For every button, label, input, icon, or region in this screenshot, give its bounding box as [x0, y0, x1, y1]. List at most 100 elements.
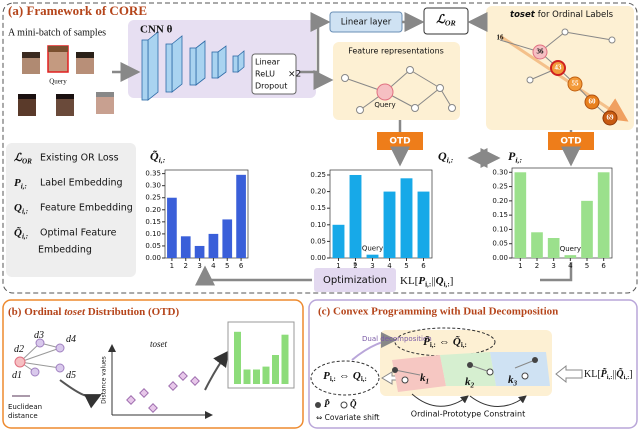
node-label: d1 [12, 370, 22, 381]
toset-node [584, 94, 600, 110]
mlp-layer: Linear [255, 58, 281, 67]
text-part: P [14, 177, 21, 189]
text-part: i,: [447, 155, 454, 164]
text-part: i,: [361, 375, 367, 383]
optimization-box [314, 268, 396, 292]
bar [383, 191, 396, 258]
x-tick-label: 5 [225, 262, 229, 270]
cnn-blocks [141, 31, 245, 101]
legend-text: Feature Embedding [40, 203, 133, 214]
text-part: 3 [513, 379, 518, 387]
text-part: P̃ [601, 367, 608, 380]
text-part: Q̃ [616, 367, 623, 380]
text-part: P [418, 275, 425, 287]
text-part: ℒ [436, 12, 446, 26]
y-tick-label: 0.00 [492, 254, 508, 262]
faces [18, 45, 114, 116]
x-tick-label: 3 [551, 262, 555, 270]
text-part: i,: [607, 374, 613, 381]
legend-p: P̃ [324, 399, 330, 409]
node-label: d3 [34, 330, 44, 341]
x-tick-label: 4 [211, 262, 216, 270]
panel-b-nodes [14, 338, 65, 377]
prototype-label: k2 [465, 376, 475, 389]
text-part: i,: [515, 155, 522, 164]
mlp-layer: ReLU [255, 70, 275, 79]
text-part: ℒ [14, 152, 23, 164]
chart-label: Pi,: [508, 149, 522, 165]
toset-node [602, 110, 618, 126]
feature-region [333, 42, 460, 120]
y-tick-label: 0.10 [145, 230, 161, 238]
y-tick-label: 0.15 [145, 218, 161, 226]
y-tick-label: 0.00 [310, 254, 326, 262]
text-part: i,: [21, 182, 27, 190]
bar [332, 224, 345, 258]
toset-node [532, 44, 548, 60]
text-part: i,: [624, 374, 630, 381]
toset-extra-nodes [526, 28, 616, 84]
text-part: d3 [34, 330, 44, 341]
text-part: KL[ [584, 369, 601, 380]
node-label: d2 [14, 344, 24, 355]
y-tick-label: 0.25 [145, 194, 161, 202]
x-tick-label: 1 [518, 262, 522, 270]
bar [531, 232, 543, 258]
panel-c-shapes [310, 327, 583, 409]
text-part: i,: [425, 280, 431, 288]
mlp-layer: Dropout [255, 82, 287, 91]
bar [366, 254, 379, 258]
node-label: d4 [66, 334, 76, 345]
bar [581, 200, 593, 258]
query-label: Query [362, 245, 383, 253]
plot-frame [329, 169, 433, 259]
legend-symbol: Q̃i,: [14, 225, 28, 239]
otd-label: OTD [560, 137, 581, 147]
prototype-label: k1 [420, 372, 429, 385]
panel-b-graph [12, 342, 230, 419]
mini-bar [253, 369, 260, 384]
text-part: Q [438, 149, 447, 163]
mini-bar [281, 334, 289, 384]
toset-node-label: 43 [555, 64, 563, 72]
x-tick-label: 5 [404, 262, 408, 270]
x-tick-label: 5 [585, 262, 589, 270]
text-part: Q [353, 370, 361, 382]
legend-region [6, 143, 136, 277]
text-part: d4 [66, 334, 76, 345]
legend-symbol: Pi,: [14, 177, 27, 190]
text-part: for Ordinal Labels [538, 10, 614, 20]
toset-node-label: 69 [607, 114, 615, 122]
node-label: d5 [66, 370, 76, 381]
bar [167, 197, 177, 258]
text-part: (b) Ordinal [8, 306, 64, 318]
y-tick-label: 0.30 [145, 182, 161, 190]
dual-label: Dual decomposition [362, 335, 432, 343]
arrows [112, 12, 581, 286]
toset-node-label: 60 [589, 98, 597, 106]
bar [547, 238, 560, 258]
x-tick-label: 1 [336, 262, 340, 270]
label: ×2 [288, 70, 301, 80]
text-part: Q̃ [150, 149, 159, 163]
text-part: P̃ [423, 335, 430, 348]
optimization-label: Optimization [323, 275, 387, 286]
bar [222, 219, 233, 258]
text-part: KL[ [400, 275, 419, 287]
text-part: i,: [330, 375, 336, 383]
y-tick-label: 0.20 [145, 206, 161, 214]
covariate-label: ⇔ Covariate shift [316, 413, 379, 422]
bar [236, 174, 246, 258]
y-tick-label: 0.30 [492, 168, 508, 176]
euclid-label: Euclidean [8, 403, 42, 411]
toset-label: toset [150, 339, 167, 349]
kl-divergence: KL[P̃i,:||Q̃i,:] [584, 367, 633, 381]
bar [417, 191, 430, 258]
x-tick-label: 6 [421, 262, 426, 270]
text-part: Q̃ [453, 334, 461, 347]
bar [208, 233, 219, 258]
toset-node-label: 36 [537, 48, 545, 56]
embedding-pair: Pi,: ⇔ Qi,: [323, 370, 367, 383]
panel-title: (a) Framework of CORE [8, 3, 147, 18]
otd-box [377, 132, 423, 150]
